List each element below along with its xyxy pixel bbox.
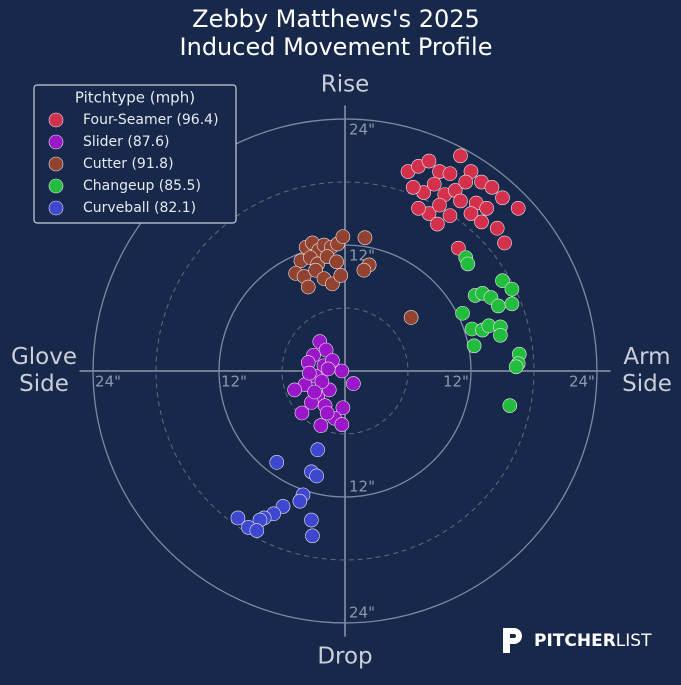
point (269, 455, 285, 470)
point (432, 197, 447, 213)
ring (92, 118, 598, 624)
point (458, 174, 474, 190)
point (300, 279, 316, 295)
point (287, 382, 302, 398)
legend-marker (48, 112, 64, 128)
legend-label: Four-Seamer (96.4) (83, 112, 219, 128)
point (495, 190, 510, 206)
point (292, 493, 308, 509)
legend: Pitchtype (mph) Four-Seamer (96.4) Slider… (33, 84, 237, 224)
legend-label: Changeup (85.5) (83, 178, 201, 194)
point (455, 305, 470, 321)
legend-label: Slider (87.6) (83, 134, 169, 150)
point (335, 229, 351, 244)
legend-label: Cutter (91.8) (83, 156, 174, 172)
legend-marker (48, 134, 64, 150)
point (442, 166, 458, 181)
point (405, 179, 421, 195)
ring-label: 24" (349, 603, 375, 621)
ring-label: 24" (569, 373, 595, 391)
legend-title: Pitchtype (mph) (75, 89, 195, 107)
point (314, 374, 330, 389)
point (305, 528, 320, 544)
legend-marker (48, 200, 64, 216)
point (504, 281, 520, 297)
point (309, 468, 324, 484)
chart-title: Zebby Matthews's 2025 (192, 5, 480, 33)
grid: 12" 12"12"12"24" 24"24"24" (79, 105, 611, 637)
point (249, 523, 265, 538)
point (307, 384, 322, 400)
point (430, 216, 445, 232)
logo-light: LIST (616, 631, 652, 651)
points (230, 148, 527, 544)
point (230, 510, 246, 526)
ring-label: 24" (95, 373, 121, 391)
direction-word: Side (19, 371, 69, 397)
point (474, 214, 489, 230)
ring-label: 12" (349, 477, 375, 495)
direction-label: Arm Side (622, 344, 672, 397)
minor-ring (155, 181, 535, 561)
point (329, 254, 344, 270)
direction-label: Drop (317, 644, 372, 670)
chart-title: Induced Movement Profile (180, 33, 493, 61)
point (411, 200, 426, 216)
point (502, 398, 518, 413)
point (333, 268, 349, 283)
point (302, 365, 317, 381)
direction-word: Glove (11, 344, 77, 370)
point (294, 405, 310, 421)
point (442, 208, 458, 223)
point (346, 376, 361, 391)
point (313, 418, 329, 433)
ring (218, 244, 472, 498)
point (489, 220, 505, 236)
point (356, 262, 372, 278)
point (310, 442, 326, 458)
point (479, 200, 495, 216)
point (320, 361, 336, 377)
point (426, 176, 442, 192)
legend-box (33, 84, 237, 224)
point (484, 179, 500, 195)
point (495, 273, 510, 289)
direction-word: Side (622, 371, 672, 397)
logo-icon (503, 628, 522, 653)
ring-label: 24" (349, 121, 375, 139)
point (421, 153, 437, 169)
point (334, 363, 350, 379)
logo-bold: PITCHER (534, 631, 616, 651)
point (403, 310, 419, 325)
direction-label: Glove Side (11, 344, 77, 397)
point (319, 405, 335, 421)
point (463, 206, 479, 221)
logo-text: PITCHERLIST (534, 631, 652, 651)
direction-label: Rise (321, 72, 370, 98)
legend-marker (48, 178, 64, 194)
point (504, 296, 520, 312)
point (508, 359, 524, 375)
direction-word: Arm (623, 344, 670, 370)
point (466, 338, 482, 354)
legend-label: Curveball (82.1) (83, 200, 196, 216)
point (334, 417, 350, 432)
point (497, 235, 512, 251)
legend-marker (48, 156, 64, 172)
ring-label: 12" (221, 373, 247, 391)
ring-label: 12" (443, 373, 469, 391)
point (490, 298, 506, 314)
point (357, 230, 373, 245)
point (304, 512, 319, 528)
point (453, 148, 468, 164)
logo: PITCHERLIST (503, 628, 652, 653)
minor-ring (281, 307, 409, 435)
point (453, 193, 468, 209)
point (510, 200, 526, 216)
point (493, 328, 508, 343)
point (335, 400, 351, 416)
point (460, 256, 476, 272)
